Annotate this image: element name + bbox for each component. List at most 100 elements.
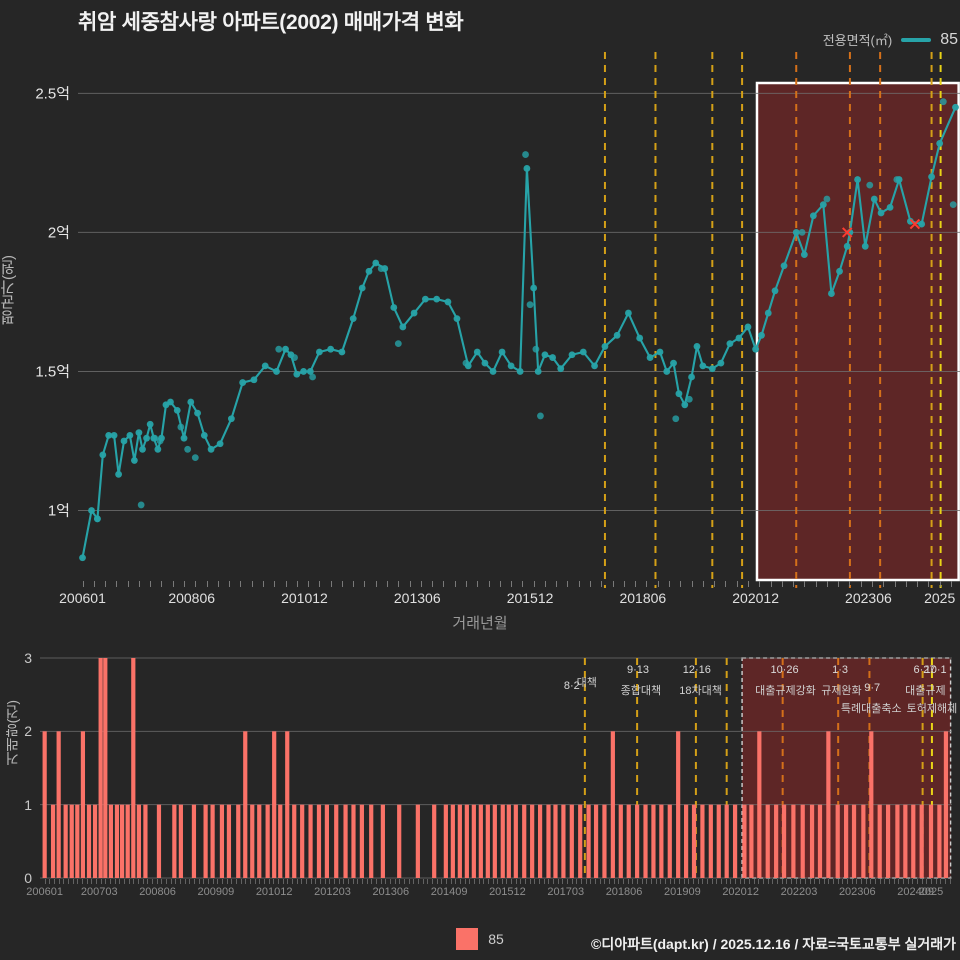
bars-x-minor-tick (235, 879, 237, 884)
bars-x-minor-tick (543, 879, 545, 884)
bars-x-minor-tick (679, 879, 681, 884)
main-x-minor-tick (319, 581, 321, 587)
legend-area-label: 전용면적(㎡) (822, 33, 893, 48)
bars-x-minor-tick (445, 879, 447, 884)
bars-x-minor-tick (581, 879, 583, 884)
bars-x-minor-tick (427, 879, 429, 884)
policy-annotation-name: 토허제해제 (906, 703, 958, 715)
bars-x-minor-tick (128, 879, 130, 884)
bars-x-minor-tick (142, 879, 144, 884)
bars-y-tick: 1 (24, 796, 32, 813)
bars-x-minor-tick (207, 879, 209, 884)
price-line-chart[interactable]: 1억 1.5억 2억 2.5억 200601 200806 201012 201306 2015… (0, 0, 960, 640)
policy-annotation-date: 10·1 (924, 664, 947, 676)
main-x-minor-tick (714, 581, 716, 587)
bars-x-minor-tick (730, 879, 732, 884)
bars-x-minor-tick (450, 879, 452, 884)
main-x-minor-tick (635, 581, 637, 587)
bars-x-minor-tick (417, 879, 419, 884)
main-y-tick: 2억 (47, 224, 70, 242)
bars-x-minor-tick (137, 879, 139, 884)
bars-x-minor-tick (394, 879, 396, 884)
bars-y-tick: 3 (24, 650, 32, 666)
bars-x-minor-tick (287, 879, 289, 884)
main-x-minor-tick (872, 581, 874, 587)
main-y-axis-label: 평균가(원) (0, 255, 17, 325)
main-x-minor-tick (556, 581, 558, 587)
policy-annotation-name: 대출규제 (905, 685, 946, 697)
bars-x-minor-tick (823, 879, 825, 884)
bars-x-minor-tick (693, 879, 695, 884)
bars-x-minor-tick (721, 879, 723, 884)
main-x-minor-tick (398, 581, 400, 587)
bars-x-minor-tick (865, 879, 867, 884)
main-x-minor-tick (950, 581, 952, 587)
main-x-minor-tick (747, 581, 749, 587)
main-x-tick: 201806 (619, 590, 667, 606)
bars-x-tick: 200601 (26, 886, 64, 898)
bars-x-minor-tick (697, 879, 699, 884)
main-x-minor-tick (296, 581, 298, 587)
main-x-minor-tick (308, 581, 310, 587)
main-x-minor-tick (93, 581, 95, 587)
main-x-minor-tick (680, 581, 682, 587)
bars-x-minor-tick (637, 879, 639, 884)
bars-x-minor-tick (399, 879, 401, 884)
bars-x-minor-tick (389, 879, 391, 884)
bars-x-tick: 202306 (838, 886, 876, 898)
bars-x-minor-tick (203, 879, 205, 884)
bars-x-minor-tick (898, 879, 900, 884)
bars-x-minor-tick (333, 879, 335, 884)
bars-x-minor-tick (231, 879, 233, 884)
policy-annotation-date: 9·13 (627, 664, 650, 676)
bars-x-minor-tick (847, 879, 849, 884)
bars-x-minor-tick (375, 879, 377, 884)
main-x-minor-tick (522, 581, 524, 587)
bars-x-minor-tick (58, 879, 60, 884)
bars-x-minor-tick (744, 879, 746, 884)
bars-x-minor-tick (548, 879, 550, 884)
main-x-minor-tick (161, 581, 163, 587)
bars-x-minor-tick (893, 879, 895, 884)
main-x-minor-tick (815, 581, 817, 587)
legend-bottom: 85 (0, 928, 960, 950)
policy-annotation-name: 18차대책 (679, 685, 722, 697)
main-x-minor-tick (894, 581, 896, 587)
bars-x-minor-tick (903, 879, 905, 884)
bars-x-minor-tick (646, 879, 648, 884)
bars-x-minor-tick (478, 879, 480, 884)
bars-x-minor-tick (777, 879, 779, 884)
bars-x-minor-tick (105, 879, 107, 884)
bars-x-minor-tick (268, 879, 270, 884)
main-x-minor-tick (341, 581, 343, 587)
bars-x-minor-tick (310, 879, 312, 884)
bars-x-minor-tick (814, 879, 816, 884)
main-x-minor-tick (578, 581, 580, 587)
bars-x-tick: 202409 (897, 886, 934, 898)
bars-x-minor-tick (926, 879, 928, 884)
main-x-minor-tick (432, 581, 434, 587)
bars-x-minor-tick (945, 879, 946, 884)
main-x-minor-tick (443, 581, 445, 587)
bars-x-minor-tick (338, 879, 340, 884)
main-x-axis-label: 거래년월 (452, 615, 508, 632)
bars-x-minor-tick (711, 879, 713, 884)
bars-x-minor-tick (175, 879, 177, 884)
bars-x-minor-tick (343, 879, 345, 884)
bars-x-minor-tick (935, 879, 937, 884)
bars-x-tick: 200806 (139, 886, 176, 898)
policy-annotation-date: 12·16 (682, 664, 711, 676)
main-x-minor-tick (612, 581, 614, 587)
legend-bar-swatch (456, 928, 479, 950)
bars-x-minor-tick (763, 879, 765, 884)
policy-annotation-date: 1·3 (832, 664, 848, 676)
bars-x-minor-tick (884, 879, 886, 884)
bars-x-tick: 201909 (664, 886, 701, 898)
main-x-minor-tick (206, 581, 208, 587)
bars-x-minor-tick (632, 879, 634, 884)
bars-x-minor-tick (655, 879, 657, 884)
bars-x-minor-tick (109, 879, 111, 884)
bars-x-minor-tick (553, 879, 555, 884)
bars-x-minor-tick (254, 879, 256, 884)
main-x-minor-tick (928, 581, 930, 587)
